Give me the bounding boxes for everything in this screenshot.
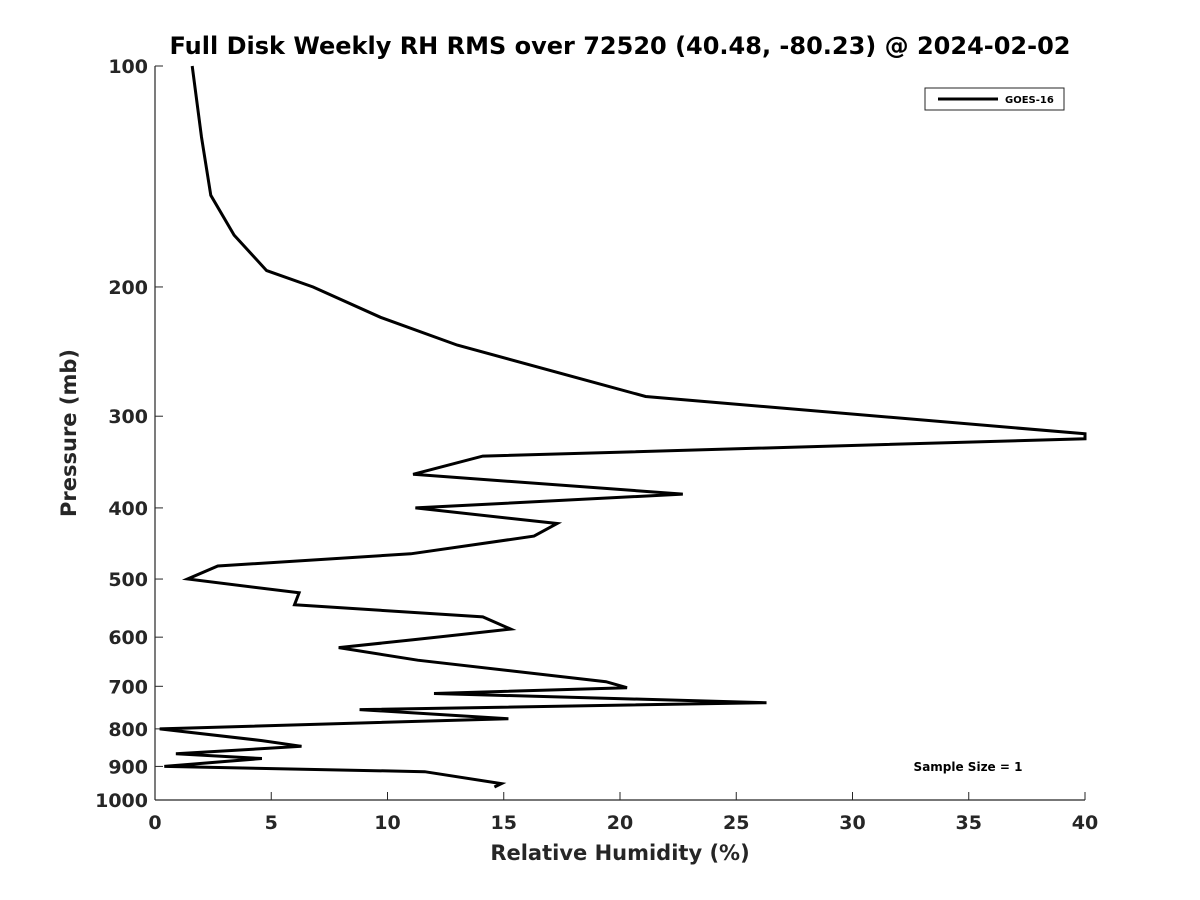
y-tick-label: 800 [108,719,148,741]
series-layer [159,65,1087,789]
sample-size-annotation: Sample Size = 1 [914,760,1023,774]
x-tick-label: 25 [723,812,749,834]
y-tick-label: 400 [108,498,148,520]
x-tick-label: 10 [374,812,400,834]
y-tick-label: 200 [108,277,148,299]
y-tick-label: 100 [108,56,148,78]
series-line-goes-16 [159,65,1087,789]
legend-label: GOES-16 [1005,95,1054,106]
y-tick-label: 600 [108,627,148,649]
x-tick-label: 20 [607,812,633,834]
chart-title: Full Disk Weekly RH RMS over 72520 (40.4… [169,32,1070,60]
y-axis-label: Pressure (mb) [57,349,81,517]
y-tick-label: 300 [108,406,148,428]
x-tick-label: 0 [148,812,161,834]
x-tick-label: 40 [1072,812,1098,834]
legend: GOES-16 [924,87,1065,111]
plot-area [154,66,1085,801]
y-tick-label: 500 [108,569,148,591]
y-tick-label: 1000 [95,790,148,812]
x-axis-ticks: 0 5 10 15 20 25 30 35 40 [148,792,1098,834]
x-tick-label: 35 [956,812,982,834]
x-tick-label: 5 [265,812,278,834]
y-tick-label: 700 [108,676,148,698]
x-tick-label: 30 [839,812,865,834]
x-axis-label: Relative Humidity (%) [490,841,749,865]
x-tick-label: 15 [491,812,517,834]
y-axis-ticks: 100 200 300 400 500 600 700 800 900 1000 [95,56,163,812]
y-tick-label: 900 [108,756,148,778]
